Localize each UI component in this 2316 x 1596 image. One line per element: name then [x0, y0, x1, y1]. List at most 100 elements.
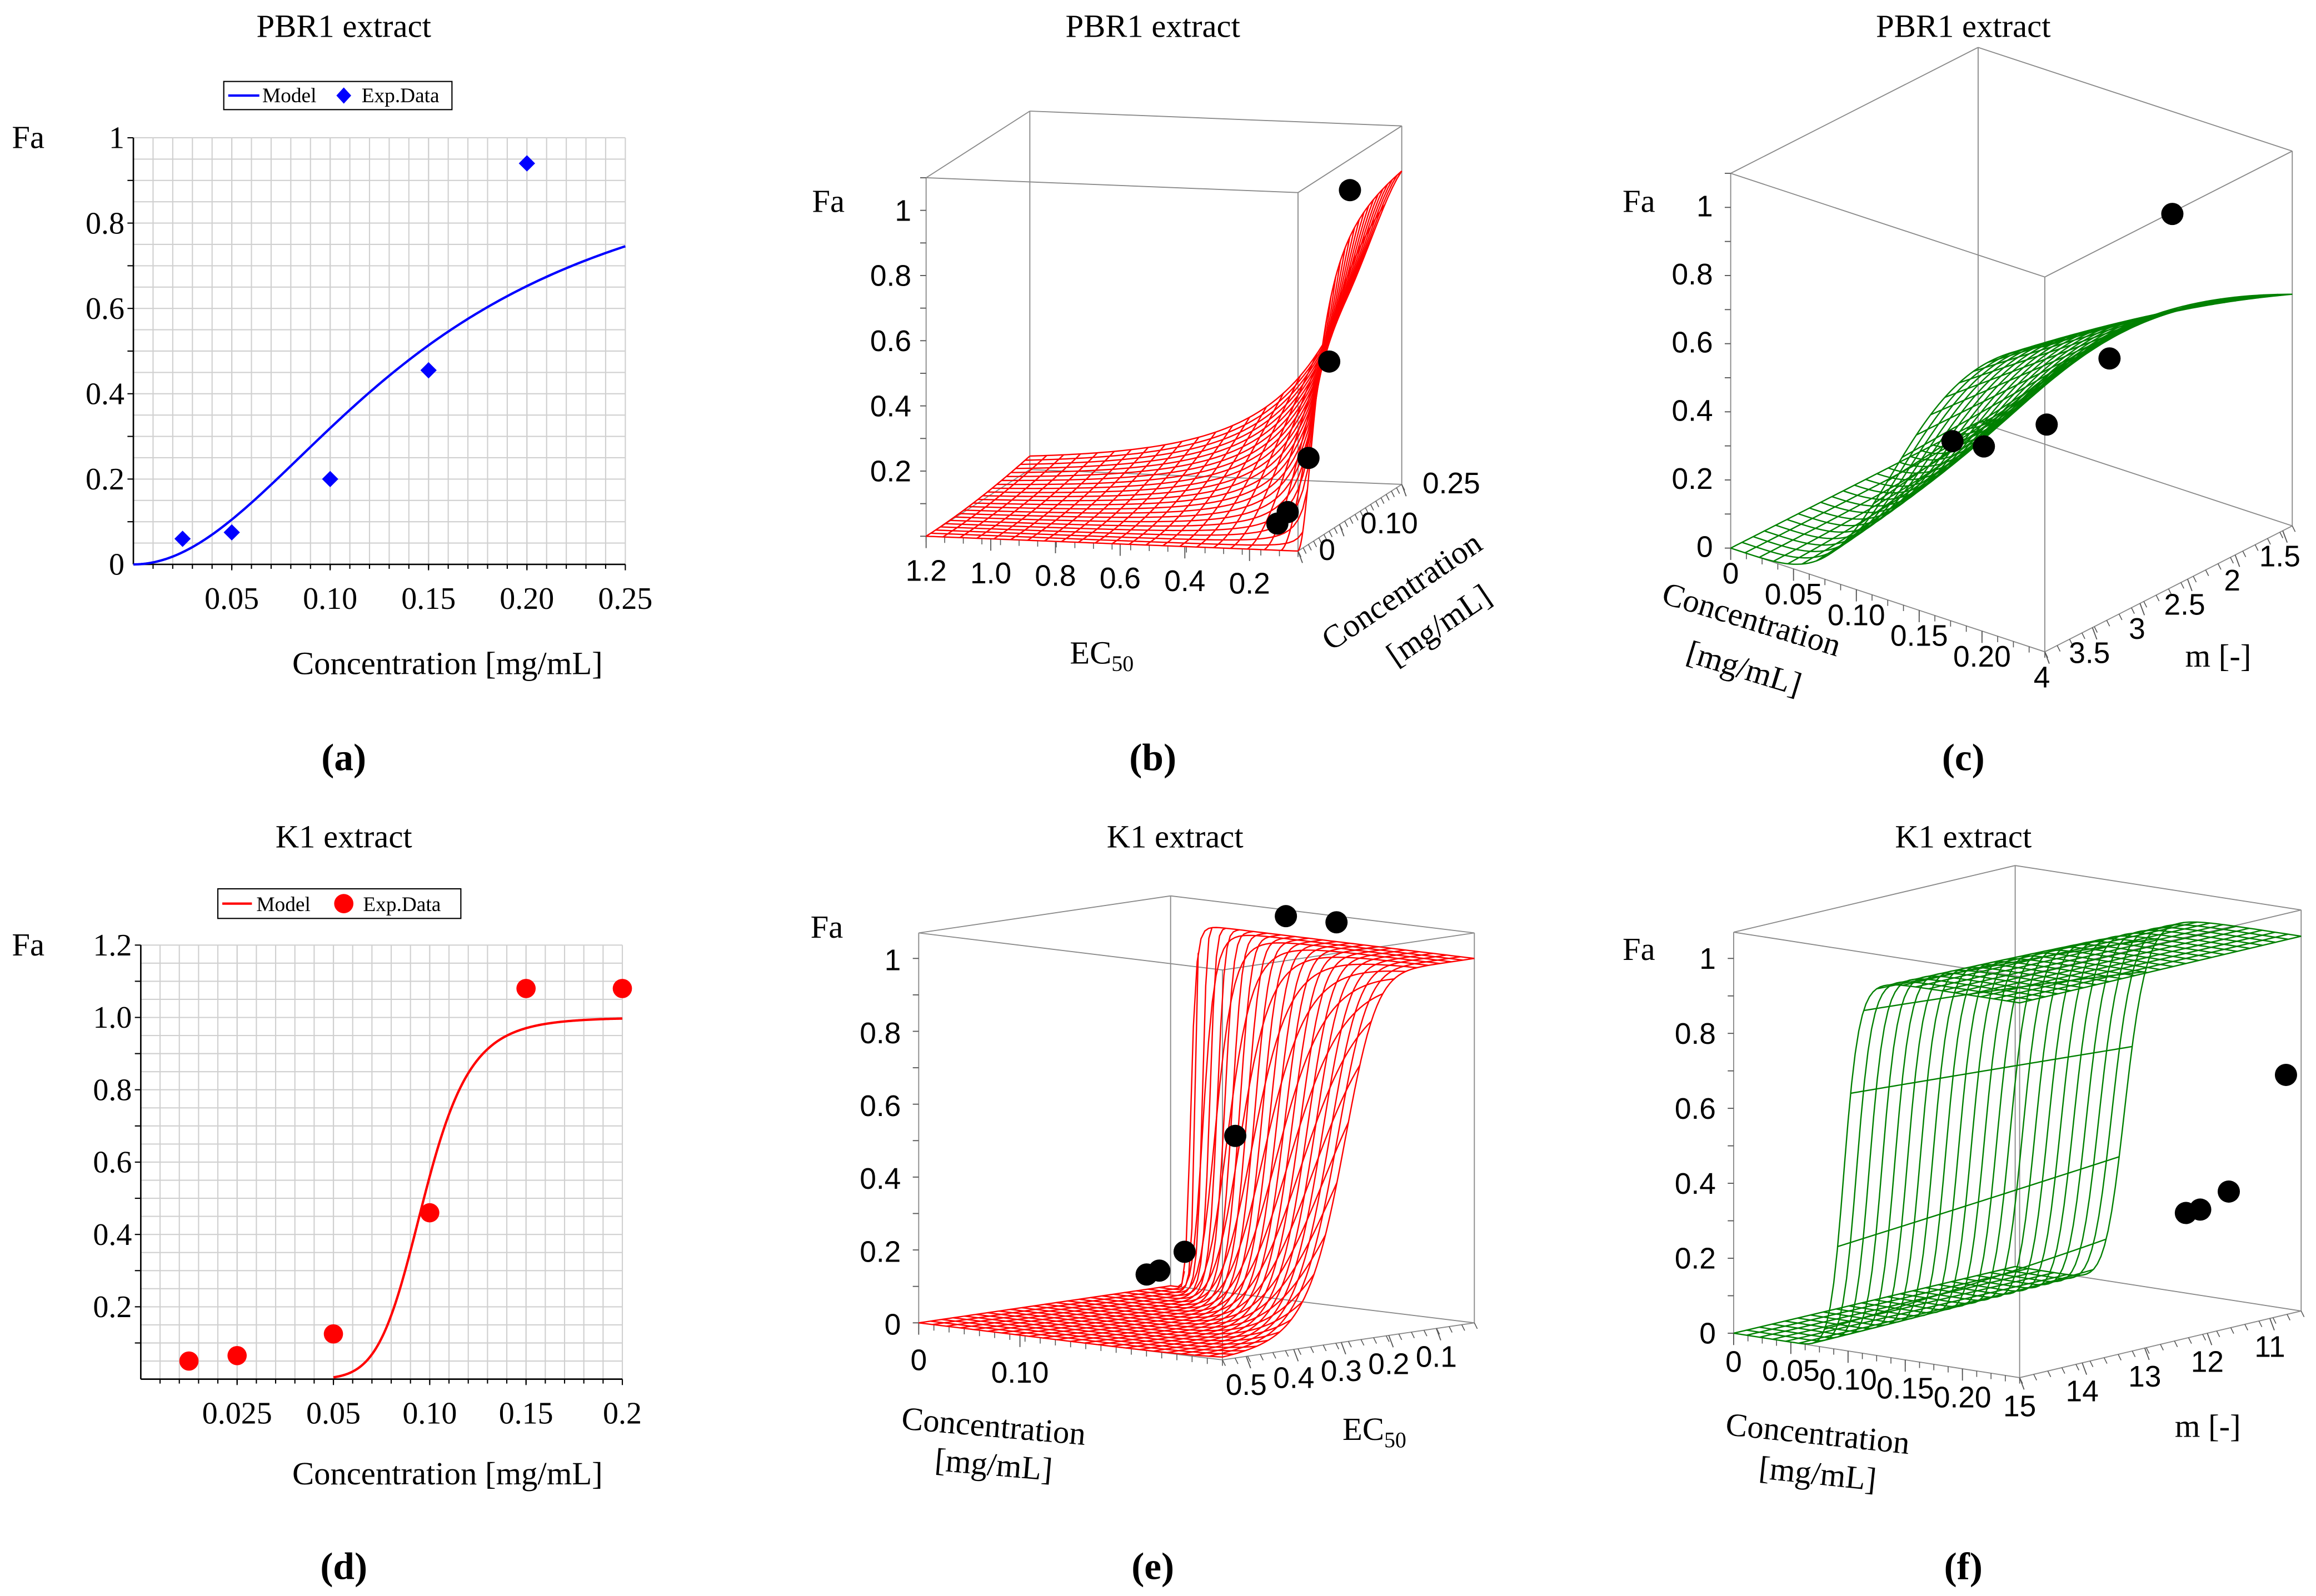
b-axis-minor-tick: [1385, 1335, 1390, 1342]
b-axis-minor-tick: [1380, 497, 1385, 504]
box-edge-top: [1730, 47, 1979, 174]
surface-mesh-line: [1030, 171, 1402, 457]
surface-mesh-line: [987, 929, 1240, 1332]
b-axis-minor-tick: [1347, 1341, 1352, 1348]
z-tick-label: 0: [1699, 1318, 1716, 1350]
surface-mesh-line: [1843, 314, 2158, 501]
m-axis-label: m [-]: [2175, 1408, 2241, 1444]
b-axis-minor-tick: [1398, 1333, 1402, 1340]
b-axis-minor-tick: [2180, 582, 2184, 589]
b-axis-minor-tick: [2118, 613, 2123, 621]
b-axis-minor-tick: [2155, 594, 2160, 602]
surface-mesh-line: [1850, 1045, 2133, 1094]
plot-area-3d: 0.2 0.4 0.6 0.8 1 1.2 1.0 0.8 0.6 0.4 0.2 0 0.100.25: [870, 111, 1480, 600]
surface-mesh-line: [1849, 958, 2135, 1317]
z-axis-label: Fa: [811, 909, 843, 945]
surface-mesh-line: [1730, 421, 1979, 549]
data-point-sphere: [1275, 905, 1297, 928]
z-tick-label: 0.6: [860, 1090, 901, 1123]
b-axis-tick-label: 0.1: [1416, 1341, 1457, 1374]
b-axis-tick-label: 13: [2128, 1360, 2161, 1393]
b-axis-minor-tick: [2057, 645, 2061, 652]
a-axis-tick-label: 0.6: [1100, 562, 1141, 595]
x-axis-label: Concentration [mg/mL]: [292, 1455, 603, 1492]
ec50-axis-label: EC50: [1342, 1411, 1406, 1452]
b-axis-minor-tick: [2254, 544, 2259, 551]
b-axis-minor-tick: [2217, 563, 2222, 570]
box-edge-top: [1733, 865, 2015, 933]
b-axis-minor-tick: [1307, 544, 1312, 551]
panel-caption: (e): [1131, 1545, 1174, 1588]
surface-mesh-line: [919, 1285, 1171, 1324]
b-axis-minor-tick: [1411, 1332, 1415, 1338]
b-axis-tick-mark: [2207, 1333, 2213, 1345]
data-point-sphere: [2035, 413, 2058, 436]
panel-caption: (c): [1942, 736, 1985, 779]
b-axis-tick-label: 2.5: [2164, 589, 2205, 622]
surface-mesh-line: [1759, 407, 2008, 558]
z-tick-label: 0.4: [1672, 394, 1713, 427]
surface-mesh-line: [1759, 978, 2045, 1339]
z-tick-label: 0.2: [870, 456, 911, 488]
ec50-label-main: EC: [1342, 1411, 1384, 1447]
a-axis-tick-label: 0.15: [1876, 1372, 1934, 1405]
surface-mesh-line: [1746, 1268, 2029, 1336]
b-axis-tick-mark: [2282, 531, 2288, 543]
surface-mesh-line: [959, 454, 1065, 538]
b-axis-minor-tick: [1423, 1330, 1427, 1337]
b-axis-tick-label: 12: [2191, 1345, 2224, 1378]
model-curve-line: [133, 245, 626, 566]
surface-mesh-line: [1967, 927, 2249, 995]
data-point-sphere: [1148, 1259, 1171, 1282]
surface-mesh-line: [942, 455, 1047, 538]
a-axis-tick-label: 1.2: [906, 554, 947, 587]
a-axis-tick-label: 0: [1725, 1345, 1742, 1378]
surface-mesh-line: [1913, 944, 2199, 1302]
ec50-label-main: EC: [1070, 635, 1111, 671]
b-axis-minor-tick: [1335, 1343, 1340, 1349]
z-tick-label: 0.8: [1675, 1018, 1716, 1050]
model-curve-line: [333, 1017, 623, 1379]
x-tick-label: 0.20: [500, 582, 554, 616]
surface-mesh-line: [1162, 406, 1267, 547]
panel-b: PBR1 extract 0.20.40.60.811.2 1.0 0.8 0.6 0.…: [812, 8, 1498, 779]
surface-mesh-line: [1196, 375, 1301, 548]
b-axis-minor-tick: [2242, 551, 2247, 558]
z-tick-label: 0.8: [1672, 258, 1713, 291]
z-axis-label: Fa: [1623, 183, 1655, 219]
a-axis-tick-label: 0.15: [1890, 620, 1948, 653]
surface-mesh-line: [1095, 437, 1200, 544]
b-axis-minor-tick: [1344, 521, 1349, 528]
surface-mesh-line: [1854, 312, 2169, 494]
b-axis-minor-tick: [2272, 1317, 2277, 1324]
surface-mesh-line: [1297, 170, 1402, 552]
y-tick-label: 0.4: [93, 1218, 132, 1252]
data-point-diamond: [174, 531, 191, 547]
plot-area-3d: 0 0.2 0.4 0.6 0.8 1 0 0.05 0.10 0.15 0.20 15 14 13 12 1…: [1675, 865, 2305, 1423]
surface-mesh-line: [1112, 944, 1364, 1347]
data-point-circle: [516, 979, 536, 998]
surface-mesh-line: [1764, 335, 2079, 546]
b-axis-minor-tick: [1318, 537, 1322, 544]
b-axis-tick-mark: [2139, 603, 2145, 616]
z-tick-label: 0: [1696, 531, 1713, 564]
surface-mesh-line: [976, 453, 1081, 539]
surface-mesh-line: [1042, 935, 1295, 1339]
z-tick-label: 0.2: [860, 1235, 901, 1268]
b-axis-tick-mark: [1297, 551, 1303, 563]
surface-mesh-line: [945, 391, 1318, 532]
data-point-sphere: [1276, 501, 1299, 523]
z-tick-label: 0.4: [860, 1163, 901, 1195]
b-axis-minor-tick: [2069, 639, 2073, 646]
surface-mesh-line: [974, 927, 1226, 1330]
b-axis-tick-label: 14: [2066, 1375, 2099, 1408]
b-axis-tick-mark: [1293, 1349, 1299, 1362]
b-axis-minor-tick: [1391, 491, 1395, 498]
x-tick-label: 0.2: [603, 1397, 642, 1431]
b-axis-minor-tick: [2033, 1374, 2038, 1380]
b-axis-tick-mark: [1401, 484, 1407, 497]
data-point-sphere: [1173, 1240, 1196, 1263]
y-tick-label: 0.2: [93, 1290, 132, 1324]
b-axis-minor-tick: [2089, 1360, 2094, 1367]
b-axis-minor-tick: [2106, 620, 2110, 627]
